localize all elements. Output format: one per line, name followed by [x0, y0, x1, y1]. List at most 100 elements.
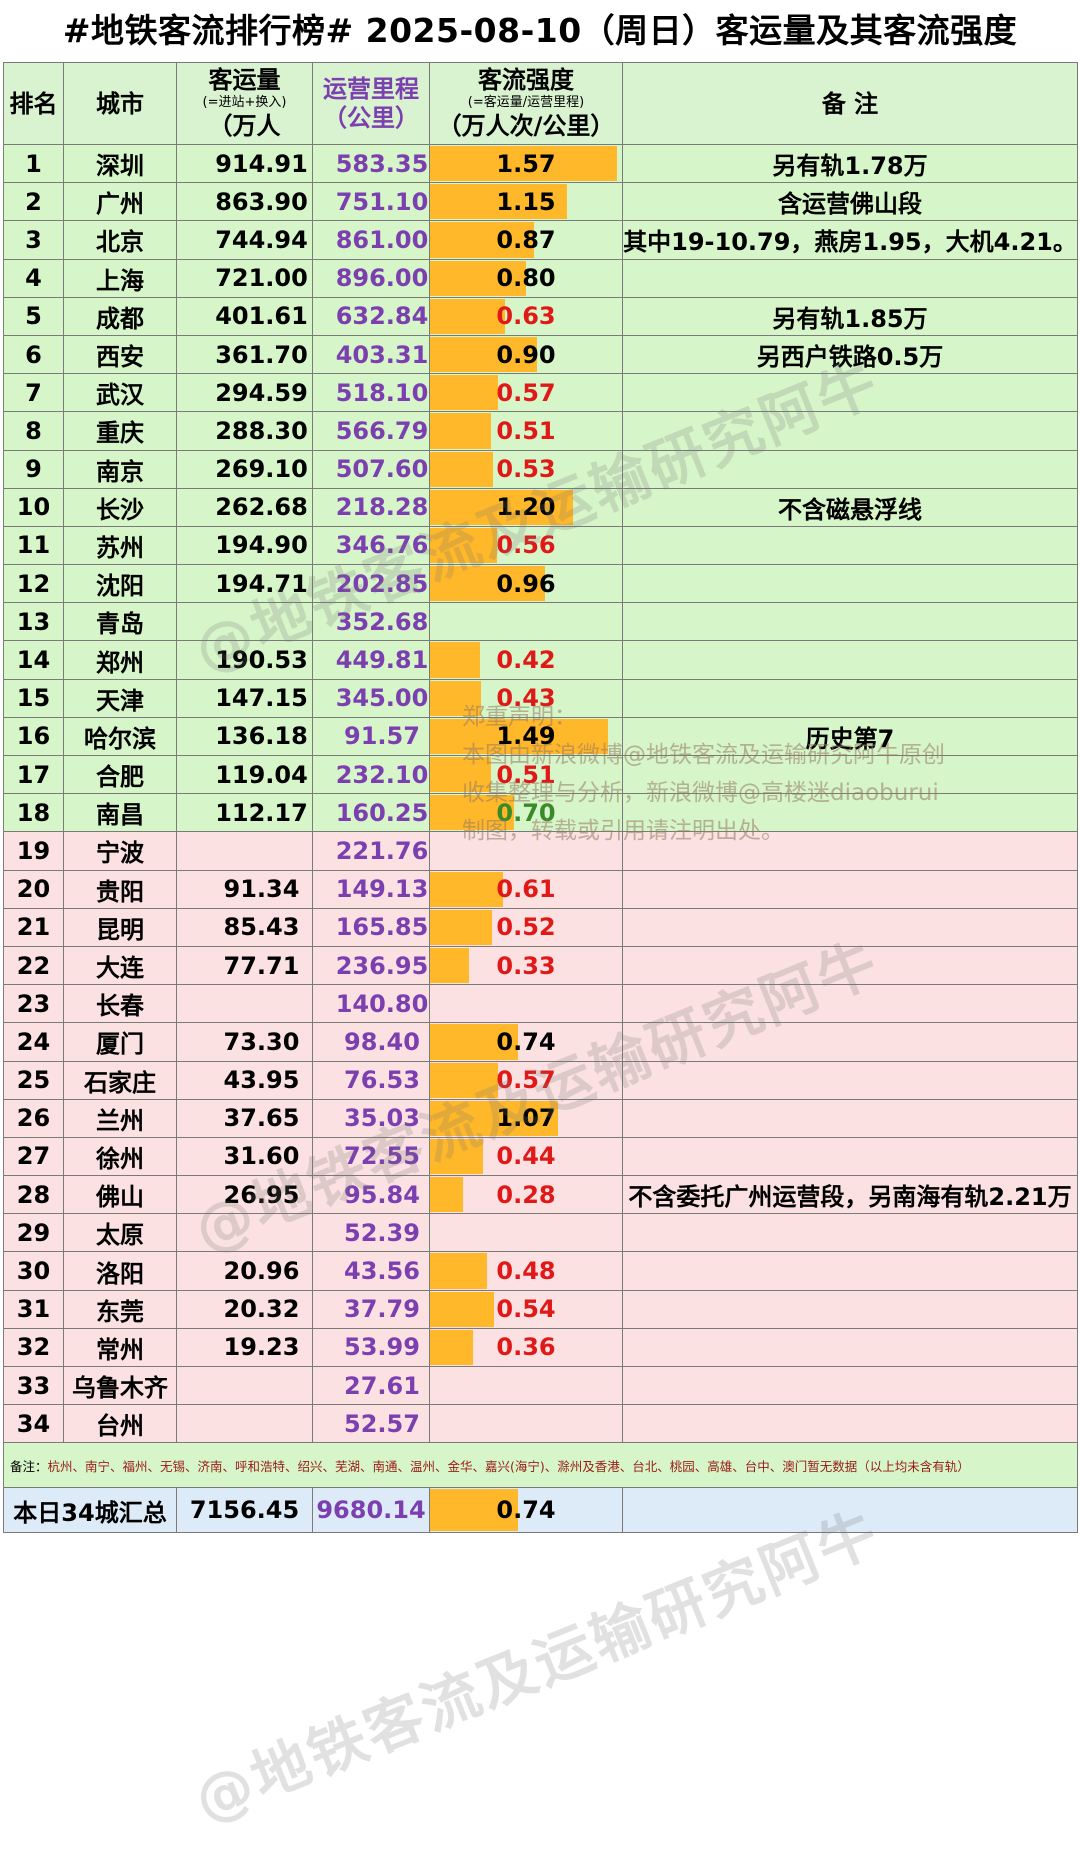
city-cell: 上海: [63, 258, 177, 298]
footnote-cell: 备注：杭州、南宁、福州、无锡、济南、呼和浩特、绍兴、芜湖、南通、温州、金华、嘉兴…: [3, 1442, 1078, 1489]
intensity-value: 0.87: [496, 225, 556, 254]
table-row: 24 厦门 73.30 98.40 0.74: [3, 1022, 1078, 1062]
distance-cell: 72.55: [312, 1136, 430, 1177]
flow-cell: 361.70: [176, 334, 313, 375]
header-rank: 排名: [3, 62, 64, 145]
distance-cell: 346.76: [312, 525, 430, 566]
note-cell: [622, 984, 1078, 1024]
rank-cell: 22: [3, 945, 64, 986]
city-cell: 兰州: [63, 1098, 177, 1138]
intensity-value: 0.53: [496, 455, 556, 484]
distance-cell: 518.10: [312, 373, 430, 413]
note-cell: [622, 1213, 1078, 1253]
intensity-value: 0.44: [496, 1142, 556, 1171]
total-row: 本日34城汇总 7156.45 9680.14 0.74: [3, 1487, 1078, 1534]
table-row: 19 宁波 221.76: [3, 831, 1078, 871]
header-city: 城市: [63, 62, 177, 145]
distance-cell: 35.03: [312, 1098, 430, 1138]
flow-cell: 37.65: [176, 1098, 313, 1138]
city-cell: 长沙: [63, 487, 177, 527]
intensity-value: 1.49: [496, 722, 556, 751]
rank-cell: 27: [3, 1136, 64, 1177]
intensity-bar: [430, 298, 506, 334]
intensity-cell: [429, 1213, 623, 1253]
intensity-cell: 1.07: [429, 1098, 623, 1138]
intensity-bar: [430, 1100, 558, 1136]
rank-cell: 2: [3, 182, 64, 222]
flow-cell: 914.91: [176, 143, 313, 184]
city-cell: 天津: [63, 678, 177, 718]
rank-cell: 31: [3, 1289, 64, 1329]
distance-cell: 165.85: [312, 907, 430, 947]
rank-cell: 28: [3, 1175, 64, 1215]
intensity-cell: [429, 1365, 623, 1406]
intensity-cell: 0.70: [429, 793, 623, 833]
note-cell: [622, 449, 1078, 489]
flow-cell: [176, 1213, 313, 1253]
distance-cell: 861.00: [312, 220, 430, 260]
distance-cell: 76.53: [312, 1060, 430, 1100]
table-row: 32 常州 19.23 53.99 0.36: [3, 1327, 1078, 1368]
rank-cell: 4: [3, 258, 64, 298]
rank-cell: 1: [3, 143, 64, 184]
table-row: 30 洛阳 20.96 43.56 0.48: [3, 1251, 1078, 1291]
rank-cell: 10: [3, 487, 64, 527]
city-cell: 常州: [63, 1327, 177, 1368]
note-cell: [622, 678, 1078, 718]
flow-cell: 136.18: [176, 716, 313, 757]
intensity-bar: [430, 1291, 495, 1327]
intensity-bar: [430, 451, 494, 487]
intensity-bar: [430, 1253, 488, 1289]
note-cell: 历史第7: [622, 716, 1078, 757]
table-row: 14 郑州 190.53 449.81 0.42: [3, 640, 1078, 680]
city-cell: 乌鲁木齐: [63, 1365, 177, 1406]
table-row: 5 成都 401.61 632.84 0.63 另有轨1.85万: [3, 296, 1078, 336]
intensity-cell: 0.36: [429, 1327, 623, 1368]
rank-cell: 21: [3, 907, 64, 947]
intensity-value: 0.36: [496, 1333, 556, 1362]
header-note: 备 注: [622, 62, 1078, 145]
intensity-value: 0.74: [496, 1027, 556, 1056]
flow-cell: 43.95: [176, 1060, 313, 1100]
note-cell: [622, 602, 1078, 642]
distance-cell: 221.76: [312, 831, 430, 871]
intensity-value: 0.33: [496, 951, 556, 980]
flow-cell: 20.32: [176, 1289, 313, 1329]
city-cell: 合肥: [63, 754, 177, 795]
flow-cell: 190.53: [176, 640, 313, 680]
table-row: 34 台州 52.57: [3, 1404, 1078, 1444]
flow-cell: 77.71: [176, 945, 313, 986]
city-cell: 徐州: [63, 1136, 177, 1177]
distance-cell: 583.35: [312, 143, 430, 184]
city-cell: 昆明: [63, 907, 177, 947]
rank-cell: 23: [3, 984, 64, 1024]
intensity-bar: [430, 489, 574, 525]
intensity-cell: 0.80: [429, 258, 623, 298]
table-row: 10 长沙 262.68 218.28 1.20 不含磁悬浮线: [3, 487, 1078, 527]
distance-cell: 632.84: [312, 296, 430, 336]
total-distance: 9680.14: [312, 1487, 430, 1534]
city-cell: 厦门: [63, 1022, 177, 1062]
intensity-bar: [430, 642, 481, 678]
note-cell: 不含委托广州运营段，另南海有轨2.21万: [622, 1175, 1078, 1215]
flow-cell: 73.30: [176, 1022, 313, 1062]
intensity-value: 0.90: [496, 340, 556, 369]
intensity-cell: [429, 984, 623, 1024]
intensity-value: 0.63: [496, 302, 556, 331]
intensity-cell: 0.44: [429, 1136, 623, 1177]
city-cell: 石家庄: [63, 1060, 177, 1100]
intensity-bar: [430, 680, 482, 716]
rank-cell: 8: [3, 411, 64, 451]
rank-cell: 25: [3, 1060, 64, 1100]
rank-cell: 16: [3, 716, 64, 757]
intensity-value: 0.80: [496, 264, 556, 293]
note-cell: 另西户铁路0.5万: [622, 334, 1078, 375]
intensity-cell: 0.48: [429, 1251, 623, 1291]
flow-cell: 112.17: [176, 793, 313, 833]
total-note: [622, 1487, 1078, 1534]
rank-cell: 3: [3, 220, 64, 260]
total-intensity: 0.74: [429, 1487, 623, 1534]
flow-cell: 294.59: [176, 373, 313, 413]
note-cell: [622, 1098, 1078, 1138]
table-row: 16 哈尔滨 136.18 91.57 1.49 历史第7: [3, 716, 1078, 757]
